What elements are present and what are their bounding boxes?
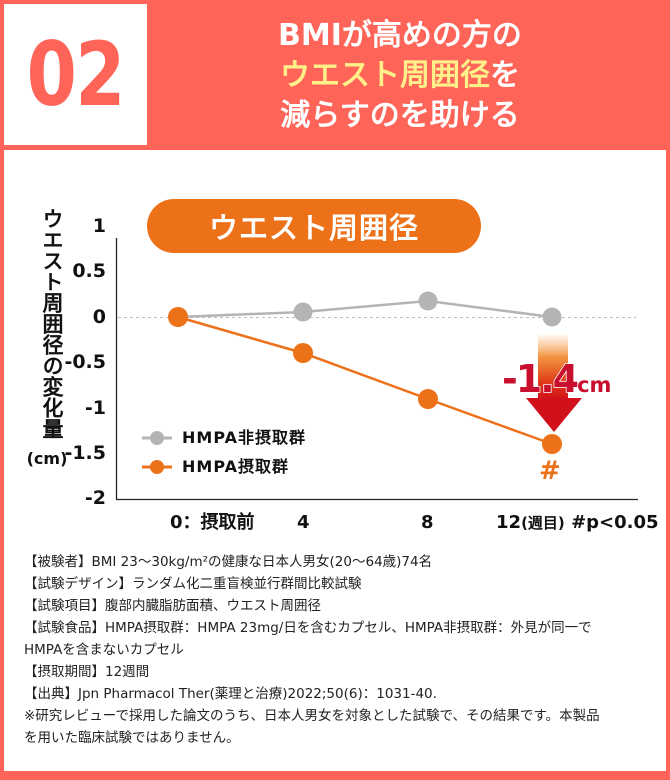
x-tick: 0：摂取前 bbox=[170, 512, 255, 533]
y-tick: 1 bbox=[92, 215, 106, 237]
headline-line-1: BMIが高めの方の bbox=[278, 18, 522, 53]
legend-marker-control-icon bbox=[142, 431, 172, 445]
data-point-control bbox=[293, 302, 313, 322]
headline: BMIが高めの方の ウエスト周囲径を 減らすのを助ける bbox=[150, 16, 650, 136]
x-tick: 8 bbox=[421, 512, 434, 533]
y-axis-label: ウエスト周囲径の変化量 bbox=[40, 207, 64, 439]
note-line: 【出典】Jpn Pharmacol Ther(薬理と治療)2022;50(6)：… bbox=[24, 686, 437, 702]
delta-value: -1.4 bbox=[501, 357, 580, 401]
y-axis-unit: (cm) bbox=[26, 449, 68, 468]
y-tick: 0 bbox=[92, 306, 106, 328]
decrease-arrow-icon bbox=[526, 334, 582, 432]
x-tick-suffix: (週目) bbox=[521, 514, 565, 532]
note-line: 【試験デザイン】ランダム化二重盲検並行群間比較試験 bbox=[24, 576, 362, 592]
note-line: 【試験食品】HMPA摂取群：HMPA 23mg/日を含むカプセル、HMPA非摂取… bbox=[24, 620, 592, 636]
y-tick: 0.5 bbox=[72, 260, 106, 282]
data-point-control bbox=[418, 291, 438, 311]
note-line: ※研究レビューで採用した論文のうち、日本人男女を対象とした試験で、その結果です。… bbox=[24, 708, 600, 724]
section-number: 02 bbox=[26, 22, 126, 126]
x-tick: 4 bbox=[297, 512, 310, 533]
y-tick: -0.5 bbox=[64, 351, 106, 373]
y-tick: -1.5 bbox=[64, 442, 106, 464]
legend-label-control: HMPA非摂取群 bbox=[182, 428, 306, 447]
note-line: 【被験者】BMI 23～30kg/m²の健康な日本人男女(20～64歳)74名 bbox=[24, 554, 433, 570]
chart-title: ウエスト周囲径 bbox=[208, 211, 419, 245]
header-band: 02 BMIが高めの方の ウエスト周囲径を 減らすのを助ける bbox=[0, 0, 670, 150]
legend-marker-intake-icon bbox=[142, 460, 172, 474]
y-tick: -1 bbox=[84, 397, 106, 419]
section-number-box: 02 bbox=[4, 4, 147, 145]
x-tick: 12 bbox=[496, 512, 522, 533]
y-tick: -2 bbox=[84, 487, 106, 509]
x-tick-last: 12(週目) #p<0.05 bbox=[496, 512, 659, 534]
note-line: HMPAを含まないカプセル bbox=[24, 642, 184, 658]
data-point-intake bbox=[293, 343, 313, 363]
note-line: を用いた臨床試験ではありません。 bbox=[24, 730, 240, 746]
data-point-intake bbox=[168, 307, 188, 327]
study-notes: 【被験者】BMI 23～30kg/m²の健康な日本人男女(20～64歳)74名 … bbox=[24, 551, 654, 749]
significance-note: #p<0.05 bbox=[571, 512, 659, 533]
legend-label-intake: HMPA摂取群 bbox=[182, 457, 289, 476]
note-line: 【摂取期間】12週間 bbox=[24, 664, 150, 680]
bottom-border bbox=[0, 771, 670, 780]
series-line-control bbox=[177, 299, 553, 319]
note-line: 【試験項目】腹部内臓脂肪面積、ウエスト周囲径 bbox=[24, 598, 321, 614]
chart-title-pill: ウエスト周囲径 bbox=[147, 199, 481, 253]
headline-highlight: ウエスト周囲径 bbox=[280, 58, 490, 93]
data-point-intake bbox=[542, 434, 562, 454]
data-point-control bbox=[542, 307, 562, 327]
delta-annotation: -1.4cm bbox=[501, 357, 612, 401]
headline-line-2: ウエスト周囲径を bbox=[150, 56, 650, 96]
series-line-intake bbox=[177, 315, 553, 446]
headline-line-3: 減らすのを助ける bbox=[280, 98, 520, 133]
significance-mark: # bbox=[539, 456, 561, 486]
headline-line-2-rest: を bbox=[490, 58, 520, 93]
delta-unit: cm bbox=[577, 373, 612, 397]
data-point-intake bbox=[418, 389, 438, 409]
